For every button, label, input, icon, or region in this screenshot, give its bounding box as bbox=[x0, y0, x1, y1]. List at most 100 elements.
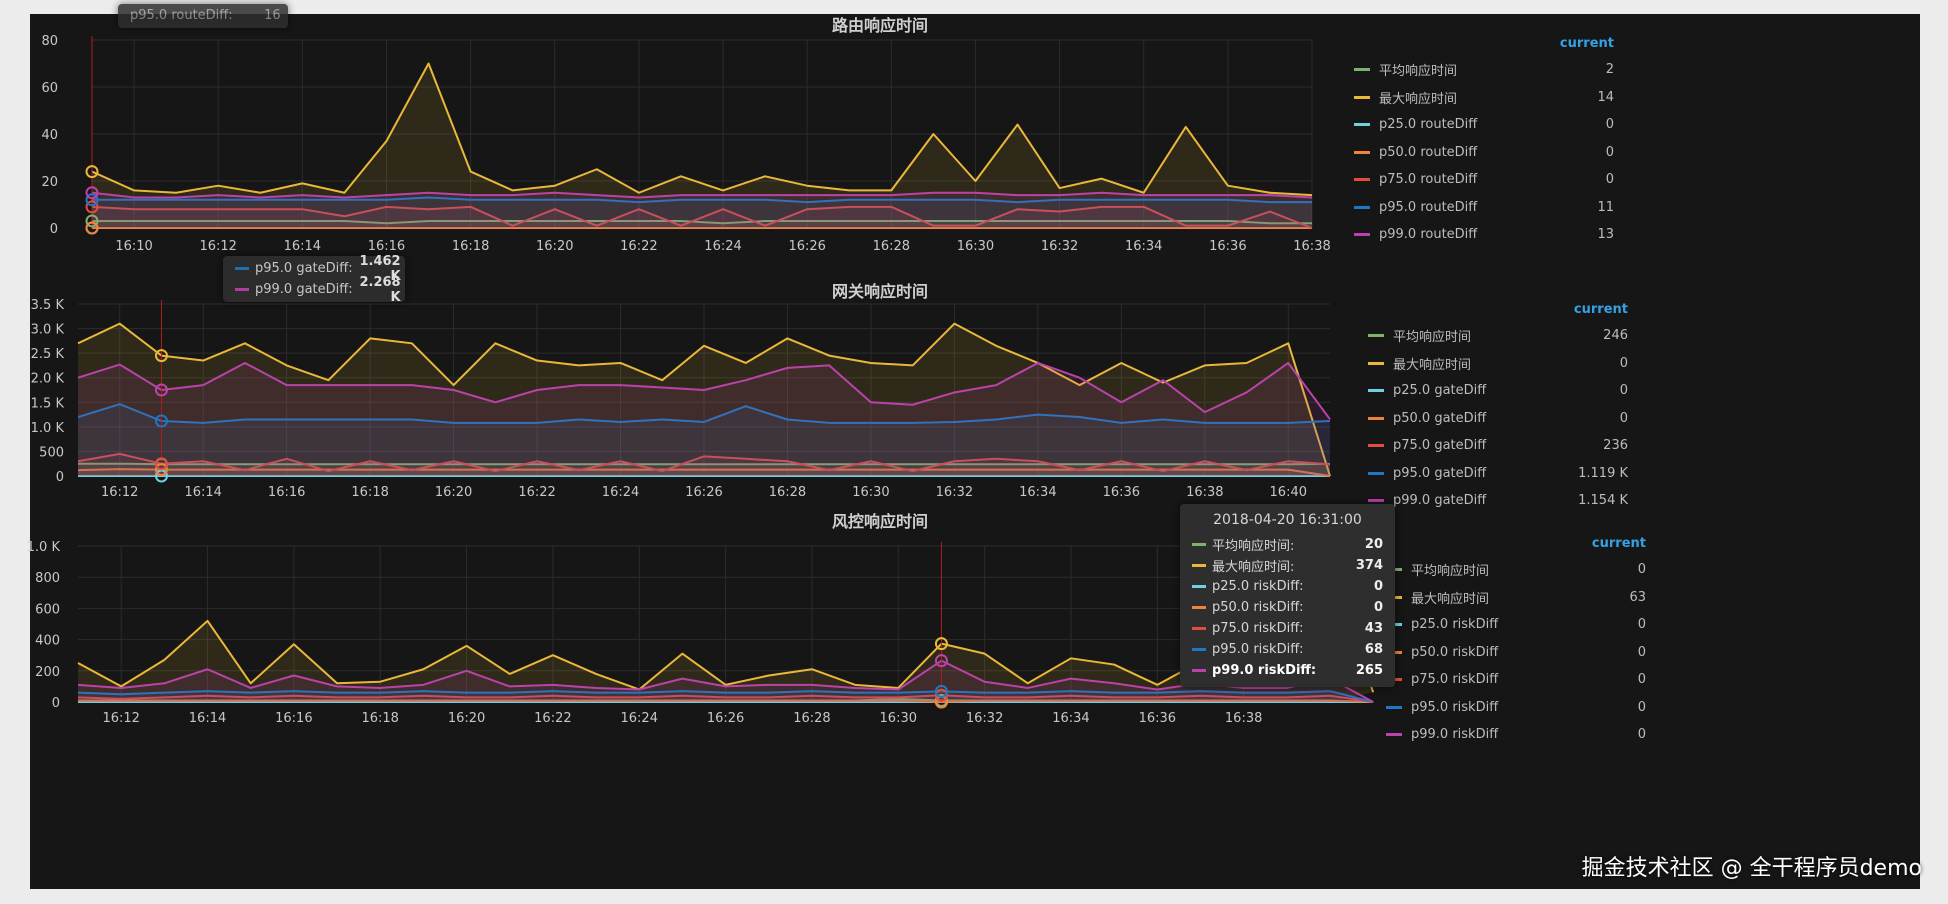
legend-value: 0 bbox=[1605, 117, 1614, 133]
legend-item[interactable]: 最大响应时间 63 bbox=[1386, 584, 1646, 612]
legend-item[interactable]: 平均响应时间 0 bbox=[1386, 556, 1646, 584]
legend-swatch bbox=[1368, 361, 1384, 365]
legend-name: 平均响应时间 bbox=[1379, 64, 1458, 80]
panel-risk-response-time[interactable]: 风控响应时间 0 200 400 600 800 1.0 K 16:12 16:14 16:16… bbox=[27, 500, 1920, 889]
panel-route-response-time[interactable]: p95.0 routeDiff: 16 路由响应时间 0 20 40 60 80 16:1… bbox=[30, 4, 1920, 262]
x-tick-label: 16:24 bbox=[602, 485, 639, 500]
tooltip-rows: 平均响应时间: 20 最大响应时间: 374 p25.0 riskDiff: 0 p50.0… bbox=[1180, 534, 1395, 681]
x-tick-label: 16:36 bbox=[1139, 711, 1176, 726]
tooltip-swatch bbox=[1192, 585, 1206, 588]
x-tick-label: 16:12 bbox=[101, 485, 138, 500]
legend-item[interactable]: 最大响应时间 14 bbox=[1354, 84, 1614, 112]
legend-item[interactable]: p75.0 gateDiff 236 bbox=[1368, 432, 1628, 460]
panel-gateway-response-time[interactable]: p95.0 gateDiff: 1.462 K p99.0 gateDiff: 2.2… bbox=[30, 254, 1920, 509]
y-tick-label: 600 bbox=[35, 602, 60, 617]
legend-value: 0 bbox=[1637, 562, 1646, 578]
legend-header-current[interactable]: current bbox=[1591, 536, 1646, 551]
legend-item[interactable]: p25.0 gateDiff 0 bbox=[1368, 377, 1628, 405]
legend-header-current[interactable]: current bbox=[1559, 36, 1614, 51]
dashboard: p95.0 routeDiff: 16 路由响应时间 0 20 40 60 80 16:1… bbox=[27, 4, 1920, 889]
legend-item[interactable]: 平均响应时间 2 bbox=[1354, 56, 1614, 84]
tooltip-value: 0 bbox=[1373, 600, 1383, 615]
x-tick-label: 16:32 bbox=[1041, 239, 1078, 254]
x-tick-label: 16:26 bbox=[707, 711, 744, 726]
legend-header-current[interactable]: current bbox=[1573, 302, 1628, 317]
legend-risk: current 平均响应时间 0 最大响应时间 63 p25.0 riskDiff 0 p50… bbox=[1386, 536, 1646, 749]
legend-item[interactable]: p50.0 routeDiff 0 bbox=[1354, 139, 1614, 167]
legend-item[interactable]: p95.0 riskDiff 0 bbox=[1386, 694, 1646, 722]
legend-swatch bbox=[1354, 178, 1370, 182]
legend-item[interactable]: p25.0 riskDiff 0 bbox=[1386, 611, 1646, 639]
series-line bbox=[77, 468, 1331, 477]
hover-point bbox=[154, 463, 168, 477]
partial-tooltip-gateway: p95.0 gateDiff: 1.462 K p99.0 gateDiff: 2.2… bbox=[223, 253, 405, 305]
tooltip-name: p25.0 riskDiff: bbox=[1212, 579, 1304, 594]
legend-item[interactable]: 最大响应时间 0 bbox=[1368, 350, 1628, 378]
chart-gateway[interactable]: 0 500 1.0 K 1.5 K 2.0 K 2.5 K 3.0 K 3.5 K 16:12 1… bbox=[30, 262, 1920, 500]
tooltip-value: 265 bbox=[1355, 663, 1383, 678]
partial-tooltip-value: 16 bbox=[264, 7, 281, 23]
legend-value: 0 bbox=[1637, 727, 1646, 743]
legend-item[interactable]: p50.0 gateDiff 0 bbox=[1368, 405, 1628, 433]
legend-value: 0 bbox=[1637, 699, 1646, 715]
legend-item[interactable]: 平均响应时间 246 bbox=[1368, 322, 1628, 350]
panel-title[interactable]: 路由响应时间 bbox=[831, 16, 928, 35]
tooltip-row: p99.0 riskDiff: 265 bbox=[1180, 660, 1395, 681]
x-tick-label: 16:16 bbox=[275, 711, 312, 726]
tooltip-value: 2.268 K bbox=[359, 274, 401, 305]
legend-item[interactable]: p75.0 riskDiff 0 bbox=[1386, 666, 1646, 694]
tooltip-name: 最大响应时间: bbox=[1212, 560, 1295, 575]
legend-swatch bbox=[1368, 444, 1384, 448]
panel-title[interactable]: 网关响应时间 bbox=[831, 282, 928, 301]
series-line bbox=[92, 196, 1312, 204]
legend-item[interactable]: p99.0 riskDiff 0 bbox=[1386, 721, 1646, 749]
hover-point bbox=[934, 684, 948, 698]
series-area bbox=[92, 197, 1312, 228]
x-tick-label: 16:28 bbox=[873, 239, 910, 254]
legend-value: 11 bbox=[1597, 199, 1614, 215]
y-tick-label: 3.0 K bbox=[31, 323, 65, 338]
legend-value: 0 bbox=[1619, 383, 1628, 399]
series-line bbox=[77, 568, 1375, 693]
series-area bbox=[78, 469, 1330, 476]
y-tick-label: 1.0 K bbox=[31, 421, 65, 436]
legend-item[interactable]: p95.0 gateDiff 1.119 K bbox=[1368, 460, 1628, 488]
legend-item[interactable]: p99.0 routeDiff 13 bbox=[1354, 221, 1614, 249]
series-line bbox=[91, 62, 1313, 197]
legend-item[interactable]: p75.0 routeDiff 0 bbox=[1354, 166, 1614, 194]
legend-item[interactable]: p50.0 riskDiff 0 bbox=[1386, 639, 1646, 667]
tooltip-swatch bbox=[1192, 648, 1206, 651]
x-tick-label: 16:38 bbox=[1225, 711, 1262, 726]
legend-swatch bbox=[1368, 389, 1384, 393]
legend-swatch bbox=[1368, 334, 1384, 338]
series-area bbox=[78, 323, 1330, 476]
x-tick-label: 16:28 bbox=[793, 711, 830, 726]
hover-point bbox=[154, 383, 168, 397]
legend-name: p95.0 riskDiff bbox=[1411, 699, 1499, 715]
hover-point bbox=[154, 457, 168, 471]
tooltip-swatch bbox=[1192, 627, 1206, 630]
panel-title[interactable]: 风控响应时间 bbox=[831, 512, 928, 531]
legend-name: p75.0 routeDiff bbox=[1379, 172, 1478, 188]
tooltip-row: 平均响应时间: 20 bbox=[1180, 534, 1395, 555]
tooltip-value: 68 bbox=[1364, 642, 1383, 657]
series-line bbox=[77, 403, 1331, 424]
tooltip-value: 1.462 K bbox=[359, 253, 401, 284]
tooltip-row: p99.0 gateDiff: 2.268 K bbox=[223, 275, 405, 305]
hover-point bbox=[85, 200, 99, 214]
x-tick-label: 16:22 bbox=[620, 239, 657, 254]
x-tick-label: 16:10 bbox=[115, 239, 152, 254]
series-line bbox=[78, 699, 1374, 703]
legend-name: p95.0 routeDiff bbox=[1379, 199, 1478, 215]
legend-item[interactable]: p99.0 gateDiff 1.154 K bbox=[1368, 487, 1628, 515]
legend-name: p75.0 gateDiff bbox=[1393, 438, 1487, 454]
legend-item[interactable]: p25.0 routeDiff 0 bbox=[1354, 111, 1614, 139]
tooltip-swatch bbox=[1192, 606, 1206, 609]
legend-name: p99.0 routeDiff bbox=[1379, 227, 1478, 243]
legend-item[interactable]: p95.0 routeDiff 11 bbox=[1354, 194, 1614, 222]
legend-swatch bbox=[1354, 205, 1370, 209]
series-area bbox=[92, 192, 1312, 228]
legend-swatch bbox=[1386, 705, 1402, 709]
